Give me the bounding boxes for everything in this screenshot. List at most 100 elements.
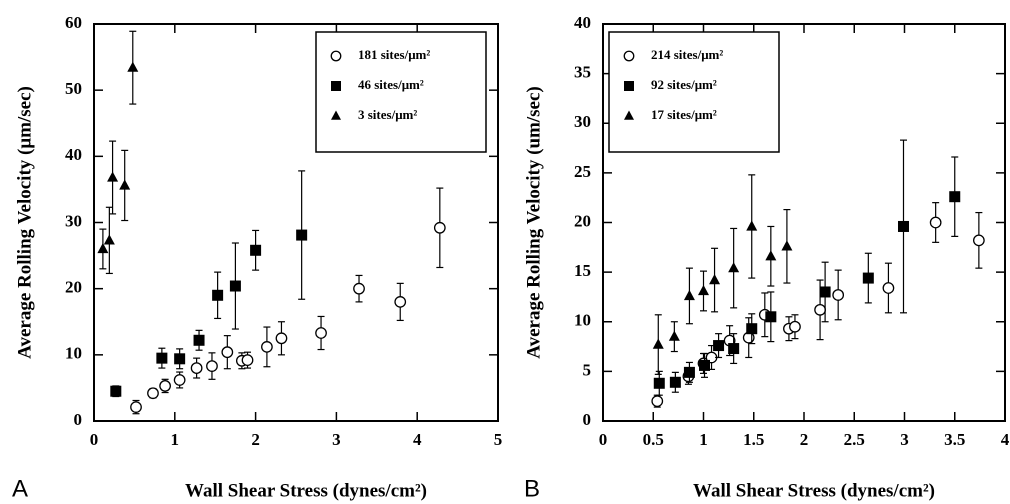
point — [103, 234, 115, 245]
legend-marker — [331, 110, 341, 120]
legend-box — [315, 31, 487, 153]
y-tick-label: 25 — [574, 162, 591, 181]
point — [159, 380, 171, 392]
y-axis-label: Average Rolling Velocity (um/sec) — [523, 86, 544, 358]
y-tick-label: 10 — [574, 311, 591, 330]
y-tick-label: 20 — [65, 278, 82, 297]
legend-box — [608, 31, 780, 153]
point — [929, 216, 942, 229]
point — [746, 220, 758, 231]
legend-label: 92 sites/μm² — [651, 77, 717, 92]
point — [107, 171, 119, 182]
point — [190, 362, 203, 374]
point — [394, 296, 407, 308]
y-tick-label: 10 — [65, 344, 82, 363]
point — [174, 353, 186, 365]
point — [275, 332, 288, 345]
point — [832, 289, 845, 301]
legend-marker — [624, 81, 634, 91]
point — [130, 401, 142, 413]
point — [765, 311, 777, 323]
x-tick-label: 2 — [251, 430, 260, 449]
point — [315, 327, 327, 339]
point — [746, 323, 758, 335]
point — [156, 352, 168, 364]
point — [433, 221, 446, 234]
point — [127, 61, 139, 72]
point — [897, 220, 909, 232]
legend-marker — [330, 50, 342, 62]
y-tick-label: 30 — [574, 112, 591, 131]
point — [668, 330, 680, 341]
x-tick-label: 3 — [332, 430, 341, 449]
y-tick-label: 50 — [65, 79, 82, 98]
y-tick-label: 5 — [583, 360, 592, 379]
panel-label: B — [524, 475, 540, 502]
point — [789, 320, 801, 333]
y-tick-label: 40 — [65, 145, 82, 164]
point — [882, 282, 895, 294]
x-tick-label: 0 — [599, 430, 608, 449]
point — [119, 179, 131, 190]
legend-label: 3 sites/μm² — [358, 107, 417, 122]
x-tick-label: 0 — [90, 430, 99, 449]
point — [193, 334, 205, 346]
point — [862, 272, 874, 284]
point — [949, 191, 961, 203]
y-tick-label: 20 — [574, 211, 591, 230]
point — [110, 385, 122, 397]
point — [698, 284, 709, 296]
legend-label: 214 sites/μm² — [651, 47, 723, 62]
point — [683, 289, 695, 301]
x-tick-label: 4 — [413, 430, 422, 449]
point — [212, 289, 224, 301]
legend-label: 46 sites/μm² — [358, 77, 424, 92]
point — [296, 229, 308, 241]
point — [221, 346, 234, 359]
point — [814, 303, 826, 316]
legend-label: 181 sites/μm² — [358, 47, 430, 62]
legend-label: 17 sites/μm² — [651, 107, 717, 122]
y-axis-label: Average Rolling Velocity (μm/sec) — [14, 86, 35, 359]
point — [261, 341, 273, 353]
x-tick-label: 2 — [800, 430, 809, 449]
point — [699, 359, 711, 371]
x-tick-label: 1.5 — [743, 430, 764, 449]
point — [819, 286, 831, 298]
y-tick-label: 0 — [583, 410, 592, 429]
y-tick-label: 30 — [65, 211, 82, 230]
point — [781, 240, 793, 251]
point — [709, 274, 721, 285]
x-axis-label: Wall Shear Stress (dynes/cm²) — [185, 480, 427, 501]
legend-marker — [623, 50, 635, 62]
point — [250, 244, 262, 256]
point — [683, 366, 695, 378]
panel-label: A — [12, 475, 28, 502]
point — [206, 360, 218, 372]
point — [173, 374, 186, 386]
x-tick-label: 3 — [900, 430, 909, 449]
x-axis-label: Wall Shear Stress (dynes/cm²) — [693, 480, 935, 501]
y-tick-label: 40 — [574, 13, 591, 32]
x-tick-label: 3.5 — [944, 430, 965, 449]
x-tick-label: 1 — [699, 430, 708, 449]
point — [353, 282, 365, 295]
y-tick-label: 0 — [74, 410, 83, 429]
y-tick-label: 60 — [65, 13, 82, 32]
point — [651, 395, 664, 408]
point — [147, 387, 159, 400]
point — [653, 377, 665, 389]
x-tick-label: 0.5 — [643, 430, 664, 449]
x-tick-label: 1 — [171, 430, 180, 449]
point — [241, 354, 254, 367]
x-tick-label: 2.5 — [844, 430, 865, 449]
point — [97, 242, 109, 254]
y-tick-label: 35 — [574, 63, 591, 82]
y-tick-label: 15 — [574, 261, 591, 280]
x-tick-label: 4 — [1001, 430, 1010, 449]
point — [229, 280, 241, 292]
point — [765, 250, 777, 261]
point — [728, 262, 740, 273]
point — [713, 340, 725, 352]
